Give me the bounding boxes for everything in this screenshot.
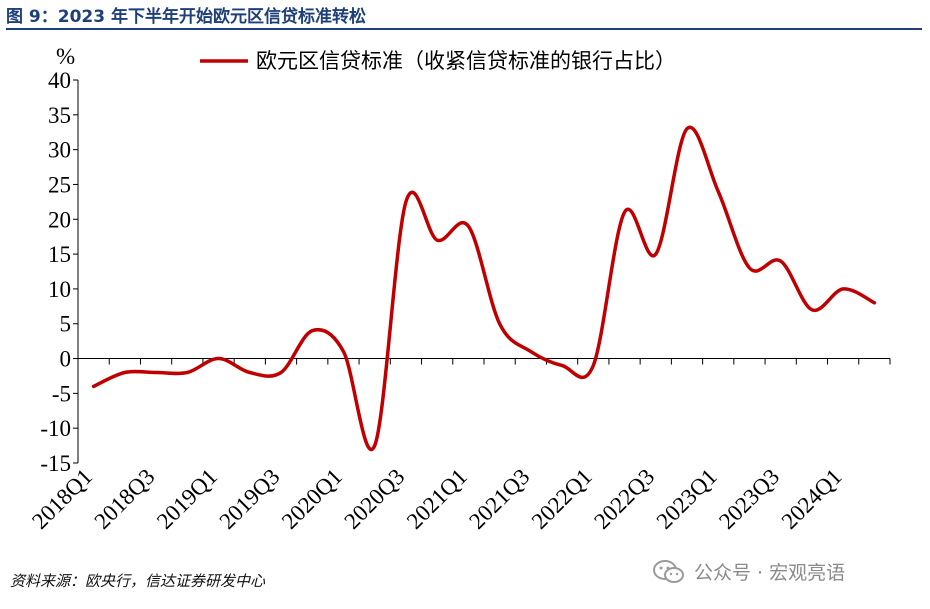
legend-label: 欧元区信贷标准（收紧信贷标准的银行占比）: [256, 49, 676, 73]
y-tick-label: 15: [48, 242, 71, 267]
x-tick-label: 2024Q1: [777, 464, 847, 534]
data-point: [217, 357, 221, 361]
x-tick-label: 2022Q3: [589, 464, 659, 534]
y-tick-label: 40: [48, 68, 71, 93]
data-point: [466, 224, 470, 228]
y-axis-ticks: 40 35 30 25 20 15 10 5 0 -5 -10 -15: [40, 68, 78, 476]
data-point: [623, 210, 627, 214]
x-tick-label: 2020Q3: [339, 464, 409, 534]
x-tick-label: 2021Q1: [402, 464, 472, 534]
y-tick-label: 20: [48, 207, 71, 232]
data-point: [872, 301, 876, 305]
legend: 欧元区信贷标准（收紧信贷标准的银行占比）: [200, 49, 676, 73]
data-point: [404, 200, 408, 204]
x-tick-label: 2022Q1: [527, 464, 597, 534]
title-divider: [6, 28, 922, 30]
data-point: [560, 364, 564, 368]
data-point: [685, 127, 689, 131]
data-point: [185, 371, 189, 375]
data-point: [248, 371, 252, 375]
figure-title: 图 9：2023 年下半年开始欧元区信贷标准转松: [6, 7, 366, 27]
data-point: [748, 266, 752, 270]
data-point: [154, 371, 158, 375]
data-point: [498, 322, 502, 326]
series-line-0: [91, 125, 877, 451]
y-tick-label: -10: [40, 416, 71, 441]
data-point: [342, 350, 346, 354]
x-tick-label: 2023Q1: [652, 464, 722, 534]
watermark: 公众号 · 宏观亮语: [652, 558, 845, 585]
series-group: [91, 125, 877, 451]
x-tick-label: 2018Q3: [90, 464, 160, 534]
data-point: [716, 189, 720, 193]
y-tick-label: 5: [60, 312, 72, 337]
data-point: [435, 238, 439, 242]
y-tick-label: 10: [48, 277, 71, 302]
data-point: [373, 444, 377, 448]
data-point: [779, 259, 783, 263]
data-point: [841, 287, 845, 291]
chart-axes: %: [56, 44, 890, 463]
data-point: [810, 308, 814, 312]
y-tick-label: -15: [40, 451, 71, 476]
x-axis-ticks: 2018Q12018Q32019Q12019Q32020Q12020Q32021…: [27, 358, 891, 534]
y-tick-label: 25: [48, 172, 71, 197]
x-tick-label: 2023Q3: [714, 464, 784, 534]
data-point: [279, 371, 283, 375]
data-point: [654, 252, 658, 256]
data-point: [591, 364, 595, 368]
y-tick-label: -5: [52, 381, 71, 406]
y-axis-unit-label: %: [56, 44, 75, 69]
data-point: [310, 329, 314, 333]
source-note: 资料来源：欧央行，信达证券研发中心: [10, 572, 266, 590]
x-tick-label: 2020Q1: [277, 464, 347, 534]
data-point: [92, 384, 96, 388]
data-point: [123, 371, 127, 375]
watermark-text: 公众号 · 宏观亮语: [694, 562, 846, 584]
y-tick-label: 30: [48, 138, 71, 163]
y-tick-label: 0: [60, 347, 72, 372]
wechat-icon: [653, 559, 684, 583]
x-tick-label: 2019Q1: [152, 464, 222, 534]
x-tick-label: 2021Q3: [464, 464, 534, 534]
x-tick-label: 2019Q3: [214, 464, 284, 534]
data-point: [529, 350, 533, 354]
y-tick-label: 35: [48, 103, 71, 128]
